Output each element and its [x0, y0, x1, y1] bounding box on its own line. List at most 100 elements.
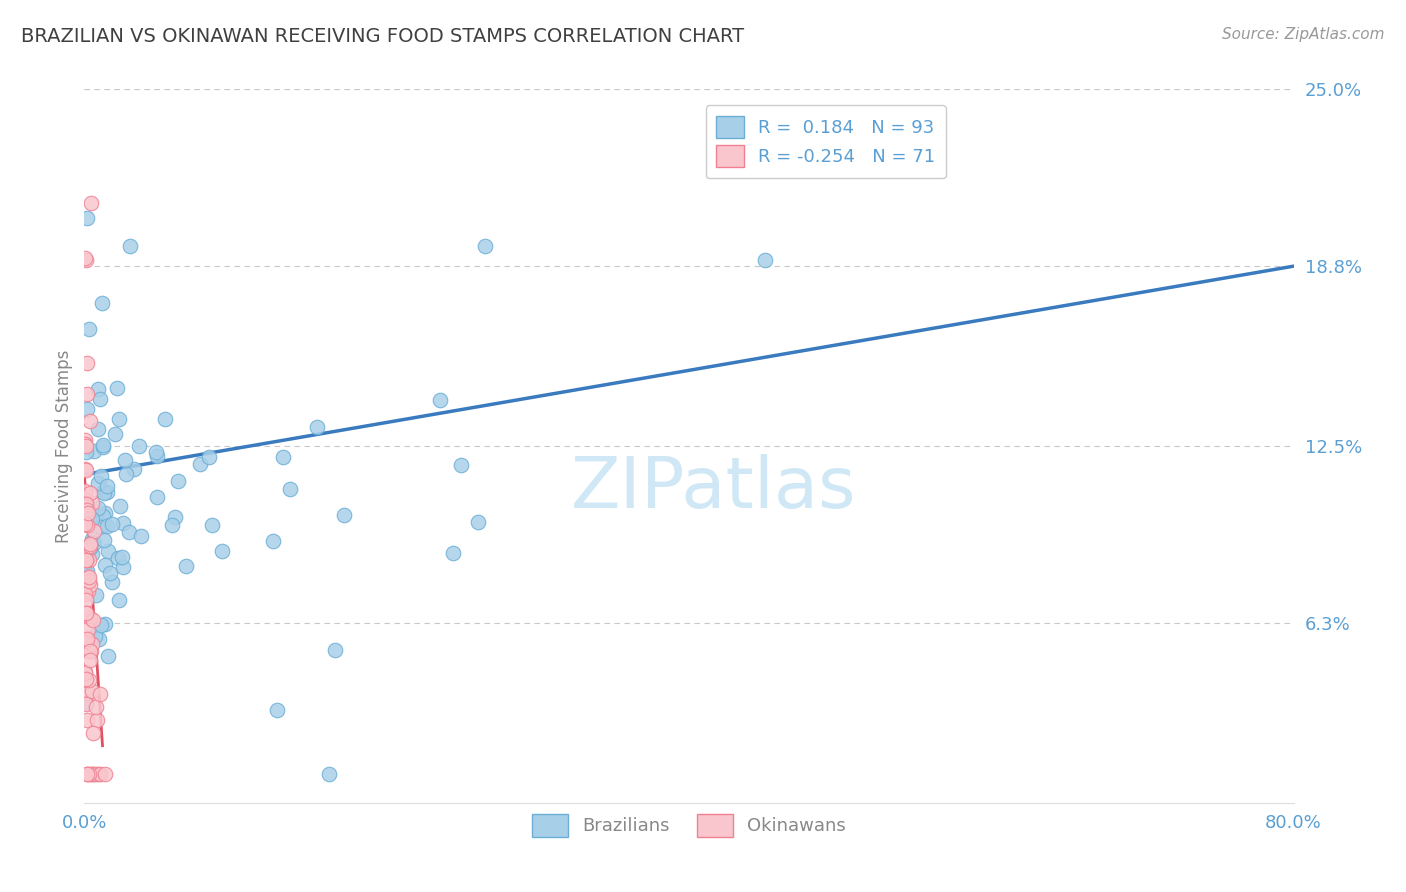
Point — [105, 381, 128, 395]
Point — [86, 713, 108, 727]
Point — [96, 479, 118, 493]
Point — [76, 386, 98, 401]
Point — [80, 644, 103, 658]
Point — [323, 642, 346, 657]
Point — [79, 541, 101, 555]
Point — [75, 633, 97, 648]
Point — [76, 518, 98, 533]
Point — [271, 450, 294, 464]
Point — [87, 382, 110, 396]
Point — [75, 497, 97, 511]
Point — [84, 588, 107, 602]
Point — [305, 419, 328, 434]
Legend: Brazilians, Okinawans: Brazilians, Okinawans — [524, 807, 853, 844]
Point — [107, 550, 129, 565]
Point — [188, 457, 211, 471]
Point — [146, 450, 169, 464]
Point — [76, 401, 98, 416]
Point — [75, 584, 97, 599]
Point — [75, 439, 97, 453]
Point — [80, 196, 103, 211]
Point — [90, 520, 112, 534]
Point — [75, 697, 97, 711]
Point — [79, 415, 101, 429]
Point — [86, 475, 108, 490]
Point — [90, 618, 112, 632]
Point — [167, 474, 190, 488]
Point — [83, 629, 105, 643]
Point — [82, 532, 104, 546]
Point — [77, 570, 100, 584]
Point — [75, 463, 97, 477]
Point — [75, 553, 97, 567]
Point — [82, 726, 104, 740]
Point — [754, 253, 776, 268]
Point — [146, 490, 169, 504]
Point — [87, 501, 110, 516]
Point — [75, 543, 97, 558]
Point — [441, 546, 464, 560]
Point — [80, 767, 103, 781]
Point — [75, 607, 97, 621]
Point — [75, 253, 97, 268]
Point — [75, 666, 97, 681]
Point — [96, 485, 118, 500]
Point — [108, 412, 131, 426]
Point — [76, 503, 98, 517]
Text: BRAZILIAN VS OKINAWAN RECEIVING FOOD STAMPS CORRELATION CHART: BRAZILIAN VS OKINAWAN RECEIVING FOOD STA… — [21, 27, 744, 45]
Point — [75, 606, 97, 620]
Point — [84, 767, 107, 781]
Point — [84, 508, 107, 522]
Point — [86, 699, 108, 714]
Point — [80, 535, 103, 549]
Point — [112, 516, 135, 530]
Point — [111, 560, 134, 574]
Point — [128, 439, 150, 453]
Point — [107, 592, 129, 607]
Point — [76, 767, 98, 781]
Point — [75, 516, 97, 531]
Point — [278, 483, 301, 497]
Point — [75, 462, 97, 476]
Point — [111, 549, 134, 564]
Point — [77, 570, 100, 584]
Point — [79, 537, 101, 551]
Point — [75, 445, 97, 459]
Point — [163, 510, 186, 524]
Point — [76, 356, 98, 370]
Point — [98, 566, 121, 580]
Point — [89, 767, 111, 781]
Point — [120, 239, 142, 253]
Point — [76, 632, 98, 647]
Point — [467, 515, 489, 529]
Point — [101, 574, 124, 589]
Point — [76, 583, 98, 598]
Point — [77, 767, 100, 781]
Point — [76, 632, 98, 646]
Point — [76, 714, 98, 728]
Point — [73, 437, 96, 451]
Point — [80, 547, 103, 561]
Point — [115, 467, 138, 481]
Point — [75, 565, 97, 579]
Point — [94, 506, 117, 520]
Point — [89, 392, 111, 406]
Point — [93, 533, 115, 548]
Point — [96, 519, 118, 533]
Point — [114, 453, 136, 467]
Point — [332, 508, 354, 523]
Point — [79, 539, 101, 553]
Point — [122, 462, 145, 476]
Point — [80, 637, 103, 651]
Point — [201, 518, 224, 533]
Point — [91, 509, 114, 524]
Point — [94, 558, 117, 573]
Point — [318, 767, 340, 781]
Point — [90, 469, 112, 483]
Y-axis label: Receiving Food Stamps: Receiving Food Stamps — [55, 350, 73, 542]
Point — [79, 644, 101, 658]
Point — [262, 533, 284, 548]
Point — [76, 506, 98, 520]
Point — [79, 578, 101, 592]
Point — [93, 485, 115, 500]
